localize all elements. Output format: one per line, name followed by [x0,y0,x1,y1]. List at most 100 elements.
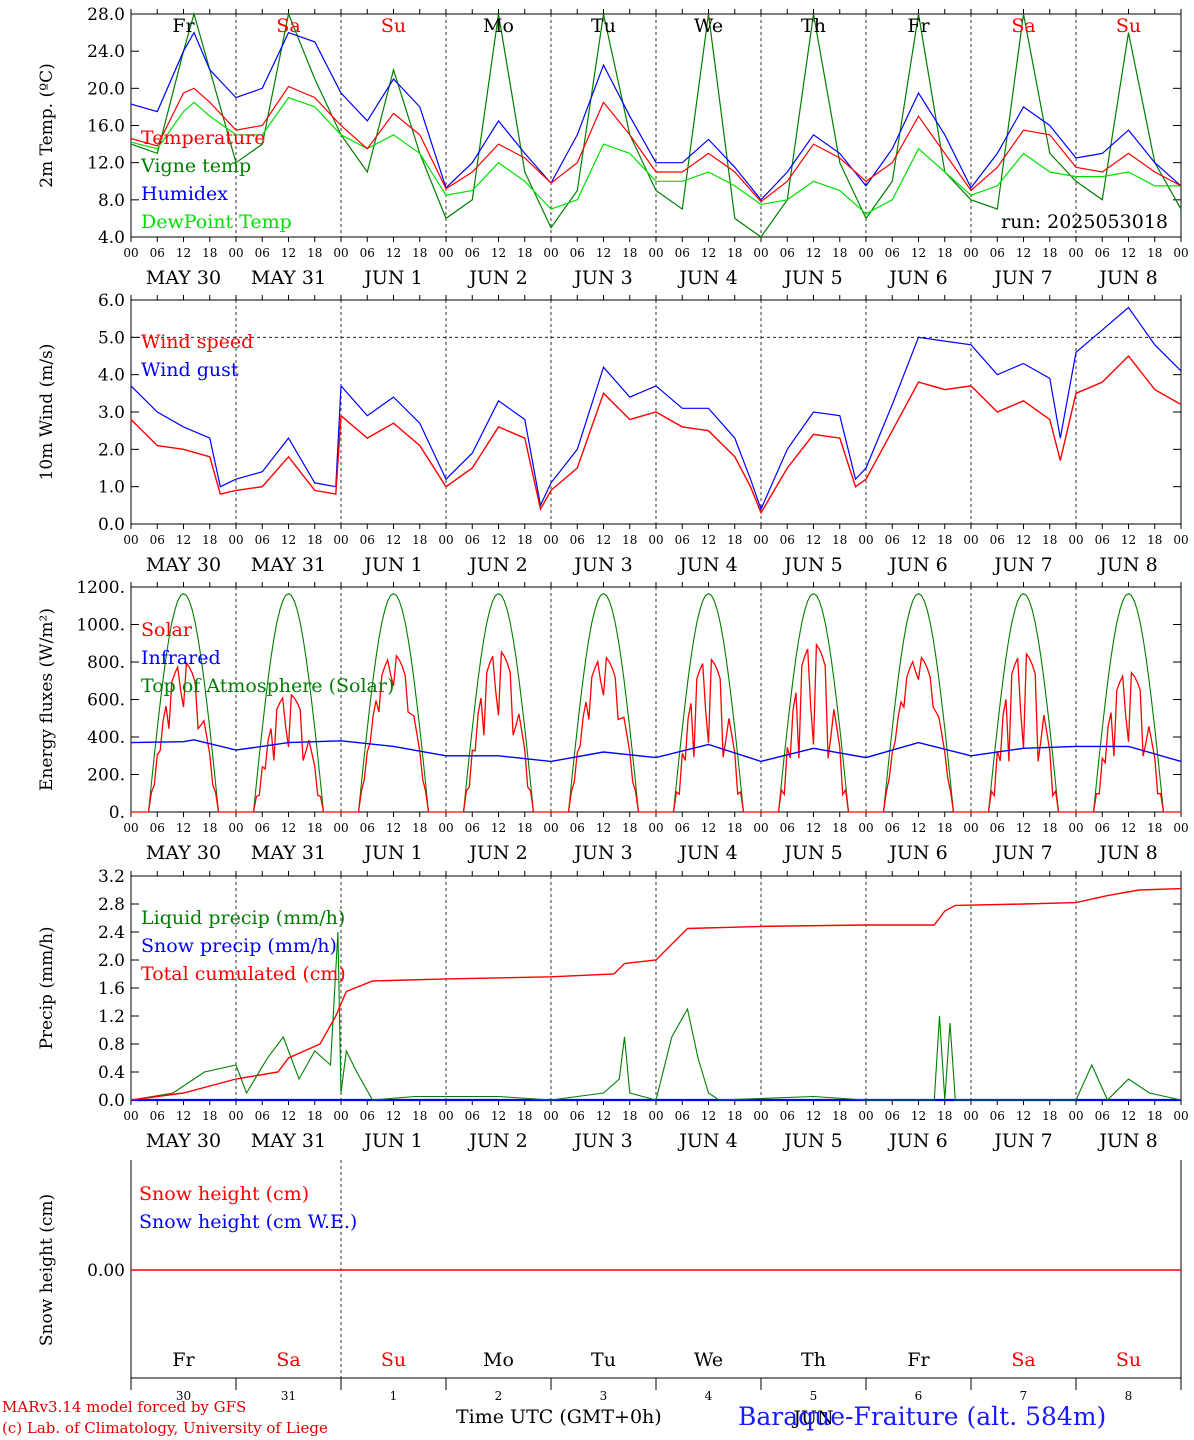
hour-tick-label: 00 [438,533,453,547]
y-tick-label: 400. [87,728,125,748]
y-tick-label: 0. [109,803,125,823]
day-number: 7 [1020,1389,1028,1403]
y-tick-label: 20.0 [87,79,125,99]
hour-tick-label: 18 [517,246,532,260]
hour-tick-label: 06 [360,821,375,835]
hour-tick-label: 12 [1016,1109,1031,1123]
hour-tick-label: 12 [806,246,821,260]
hour-tick-label: 18 [307,246,322,260]
y-tick-label: 1.0 [98,478,125,498]
day-label: JUN 3 [572,1130,632,1152]
y-tick-label: 200. [87,766,125,786]
hour-tick-label: 06 [150,246,165,260]
y-tick-label: 0.0 [98,1091,125,1111]
hour-tick-label: 00 [858,1109,873,1123]
hour-tick-label: 18 [1147,246,1162,260]
day-label: JUN 6 [887,1130,947,1152]
hour-tick-label: 12 [1016,821,1031,835]
y-tick-label: 5.0 [98,328,125,348]
hour-tick-label: 18 [1147,533,1162,547]
hour-tick-label: 12 [386,821,401,835]
weekday-label: Sa [1011,1349,1035,1371]
hour-tick-label: 18 [1042,821,1057,835]
legend-entry: DewPoint Temp [141,211,292,233]
day-label: JUN 5 [782,554,842,576]
hour-tick-label: 18 [412,246,427,260]
site-label: Baraque-Fraiture (alt. 584m) [738,1402,1107,1431]
day-label: JUN 4 [677,1130,737,1152]
hour-tick-label: 12 [1121,1109,1136,1123]
hour-tick-label: 12 [1121,533,1136,547]
hour-tick-label: 12 [281,821,296,835]
y-tick-label: 28.0 [87,5,125,25]
hour-tick-label: 00 [858,821,873,835]
hour-tick-label: 06 [1095,821,1110,835]
day-label: MAY 30 [146,267,221,289]
hour-tick-label: 12 [1016,533,1031,547]
hour-tick-label: 12 [491,533,506,547]
hour-tick-label: 06 [570,533,585,547]
y-axis-label: 10m Wind (m/s) [37,344,57,481]
hour-tick-label: 00 [228,821,243,835]
hour-tick-label: 00 [1068,1109,1083,1123]
hour-tick-label: 12 [491,821,506,835]
hour-tick-label: 12 [701,1109,716,1123]
hour-tick-label: 18 [937,533,952,547]
hour-tick-label: 06 [465,1109,480,1123]
hour-tick-label: 00 [333,533,348,547]
hour-tick-label: 06 [885,1109,900,1123]
hour-tick-label: 18 [937,246,952,260]
hour-tick-label: 18 [727,246,742,260]
y-tick-label: 0.0 [98,515,125,535]
hour-tick-label: 12 [806,533,821,547]
hour-tick-label: 12 [1016,246,1031,260]
day-number: 30 [176,1389,191,1403]
day-number: 6 [915,1389,923,1403]
legend-entry: Liquid precip (mm/h) [141,907,345,929]
hour-tick-label: 00 [543,533,558,547]
weekday-label: Su [1116,15,1141,37]
hour-tick-label: 18 [937,821,952,835]
hour-tick-label: 06 [465,533,480,547]
hour-tick-label: 06 [885,821,900,835]
hour-tick-label: 18 [517,1109,532,1123]
hour-tick-label: 12 [911,246,926,260]
energy-panel: 00 06 12 18 00 06 12 18 00 06 12 18 00 06 12 18 00 06 12 18… [37,578,1189,864]
hour-tick-label: 18 [412,533,427,547]
series-line [130,306,1182,511]
hour-tick-label: 18 [727,821,742,835]
day-label: JUN 5 [782,1130,842,1152]
hour-tick-label: 06 [255,246,270,260]
weekday-label: Mo [483,1349,514,1371]
hour-tick-label: 00 [543,1109,558,1123]
legend-entry: Humidex [141,183,228,205]
day-label: JUN 1 [362,1130,422,1152]
legend-entry: Wind gust [141,359,239,381]
hour-tick-label: 12 [386,1109,401,1123]
day-label: MAY 31 [251,554,326,576]
hour-tick-label: 06 [780,246,795,260]
day-label: JUN 5 [782,267,842,289]
day-label: JUN 1 [362,842,422,864]
month-label: JUN [791,1407,833,1429]
hour-tick-label: 06 [255,1109,270,1123]
day-label: JUN 3 [572,267,632,289]
plot-frame [130,13,1182,238]
hour-tick-label: 12 [281,533,296,547]
hour-tick-label: 00 [438,1109,453,1123]
hour-tick-label: 00 [753,533,768,547]
hour-tick-label: 00 [753,246,768,260]
legend-entry: Snow height (cm W.E.) [139,1211,357,1233]
weekday-label: Fr [907,1349,930,1371]
hour-tick-label: 06 [675,533,690,547]
legend-entry: Infrared [141,647,221,669]
y-axis-label: Energy fluxes (W/m²) [37,608,57,791]
hour-tick-label: 00 [1173,1109,1188,1123]
day-label: JUN 8 [1097,842,1157,864]
hour-tick-label: 06 [360,246,375,260]
weekday-label: Sa [1011,15,1035,37]
hour-tick-label: 06 [465,246,480,260]
y-tick-label: 0.4 [98,1063,125,1083]
precip-panel: 00 06 12 18 00 06 12 18 00 06 12 18 00 06 12 18 00 06 12 18… [37,867,1189,1152]
